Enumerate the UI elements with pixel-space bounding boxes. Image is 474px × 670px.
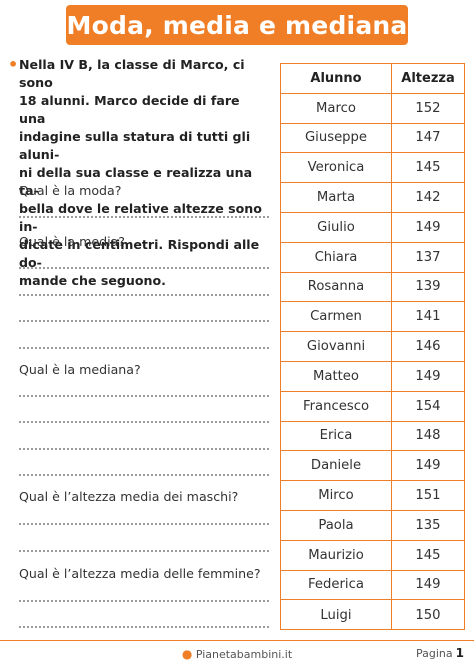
page-label: Pagina (416, 647, 453, 660)
site-logo-icon: ● (181, 647, 193, 661)
student-name-cell: Giulio (281, 212, 392, 242)
answer-line[interactable] (19, 448, 269, 450)
student-name-cell: Giuseppe (281, 123, 392, 153)
student-name-cell: Luigi (281, 600, 392, 631)
answer-line[interactable] (19, 294, 269, 296)
table-row: Paola 135 (281, 510, 464, 541)
table-row: Federica 149 (281, 570, 464, 601)
table-header-altezza: Altezza (401, 70, 455, 86)
table-row: Mirco 151 (281, 481, 464, 511)
table-row: Erica 148 (281, 421, 464, 452)
table-row: Veronica 145 (281, 153, 464, 184)
page-title-banner: Moda, media e mediana (66, 5, 408, 45)
intro-line: mande che seguono. (19, 273, 166, 288)
answer-line[interactable] (19, 320, 269, 322)
student-name-cell: Paola (281, 510, 392, 540)
student-height-cell: 137 (415, 249, 441, 265)
student-height-cell: 149 (415, 219, 441, 235)
student-height-cell: 146 (415, 339, 441, 355)
table-row: Giovanni 146 (281, 332, 464, 362)
table-row: Giuseppe 147 (281, 123, 464, 154)
student-height-cell: 150 (415, 607, 441, 623)
intro-line: dicate in centimetri. Rispondi alle do- (19, 237, 260, 270)
student-name-cell: Marta (281, 183, 392, 212)
student-name-cell: Maurizio (281, 540, 392, 570)
student-name-cell: Erica (281, 421, 392, 451)
answer-line[interactable] (19, 474, 269, 476)
student-height-cell: 148 (415, 428, 441, 444)
intro-line: ni della sua classe e realizza una ta- (19, 165, 253, 198)
student-name-cell: Marco (281, 93, 392, 123)
answer-line[interactable] (19, 267, 269, 269)
table-row: Marco 152 (281, 93, 464, 124)
footer-divider (0, 640, 474, 642)
intro-paragraph: • Nella IV B, la classe di Marco, ci son… (8, 56, 270, 290)
table-row: Giulio 149 (281, 212, 464, 243)
intro-line: indagine sulla statura di tutti gli alun… (19, 129, 251, 162)
table-header-row: Alunno Altezza (281, 64, 464, 94)
student-name-cell: Giovanni (281, 332, 392, 361)
answer-line[interactable] (19, 626, 269, 628)
footer-site: ● Pianetabambini.it (0, 647, 474, 661)
table-row: Maurizio 145 (281, 540, 464, 571)
student-name-cell: Daniele (281, 451, 392, 481)
table-row: Matteo 149 (281, 361, 464, 392)
intro-line: 18 alunni. Marco decide di fare una (19, 93, 240, 126)
student-height-cell: 135 (415, 517, 441, 533)
answer-line[interactable] (19, 523, 269, 525)
footer-page: Pagina 1 (416, 646, 464, 660)
answer-line[interactable] (19, 347, 269, 349)
heights-table: Alunno Altezza Marco 152 Giuseppe 147 Veroni… (280, 63, 465, 631)
student-height-cell: 154 (415, 398, 441, 414)
student-height-cell: 149 (415, 458, 441, 474)
answer-line[interactable] (19, 550, 269, 552)
question-media-maschi: Qual è l’altezza media dei maschi? (19, 489, 239, 504)
student-name-cell: Rosanna (281, 272, 392, 302)
student-height-cell: 145 (415, 160, 441, 176)
question-moda: Qual è la moda? (19, 183, 122, 198)
student-name-cell: Carmen (281, 302, 392, 332)
student-height-cell: 152 (415, 100, 441, 116)
student-name-cell: Federica (281, 570, 392, 600)
table-row: Chiara 137 (281, 242, 464, 273)
table-row: Luigi 150 (281, 600, 464, 631)
student-height-cell: 149 (415, 577, 441, 593)
answer-line[interactable] (19, 216, 269, 218)
question-mediana: Qual è la mediana? (19, 362, 141, 377)
bullet-icon: • (8, 55, 19, 74)
question-media-femmine: Qual è l’altezza media delle femmine? (19, 566, 261, 581)
student-height-cell: 139 (415, 279, 441, 295)
answer-line[interactable] (19, 600, 269, 602)
intro-line: bella dove le relative altezze sono in- (19, 201, 262, 234)
page-number: 1 (455, 646, 464, 660)
intro-line: Nella IV B, la classe di Marco, ci sono (19, 57, 245, 90)
table-row: Rosanna 139 (281, 272, 464, 303)
page-title: Moda, media e mediana (66, 10, 408, 40)
table-header-alunno: Alunno (281, 64, 392, 93)
student-height-cell: 145 (415, 547, 441, 563)
question-media: Qual è la media? (19, 234, 125, 249)
student-name-cell: Veronica (281, 153, 392, 183)
student-name-cell: Chiara (281, 242, 392, 272)
table-row: Carmen 141 (281, 302, 464, 333)
student-height-cell: 147 (415, 130, 441, 146)
answer-line[interactable] (19, 421, 269, 423)
table-row: Marta 142 (281, 183, 464, 213)
student-height-cell: 149 (415, 368, 441, 384)
student-height-cell: 151 (415, 488, 441, 504)
student-height-cell: 141 (415, 309, 441, 325)
answer-line[interactable] (19, 395, 269, 397)
footer-site-name: Pianetabambini.it (195, 648, 293, 661)
student-name-cell: Mirco (281, 481, 392, 510)
student-height-cell: 142 (415, 190, 441, 206)
table-row: Daniele 149 (281, 451, 464, 482)
student-name-cell: Francesco (281, 391, 392, 421)
student-name-cell: Matteo (281, 361, 392, 391)
table-row: Francesco 154 (281, 391, 464, 422)
